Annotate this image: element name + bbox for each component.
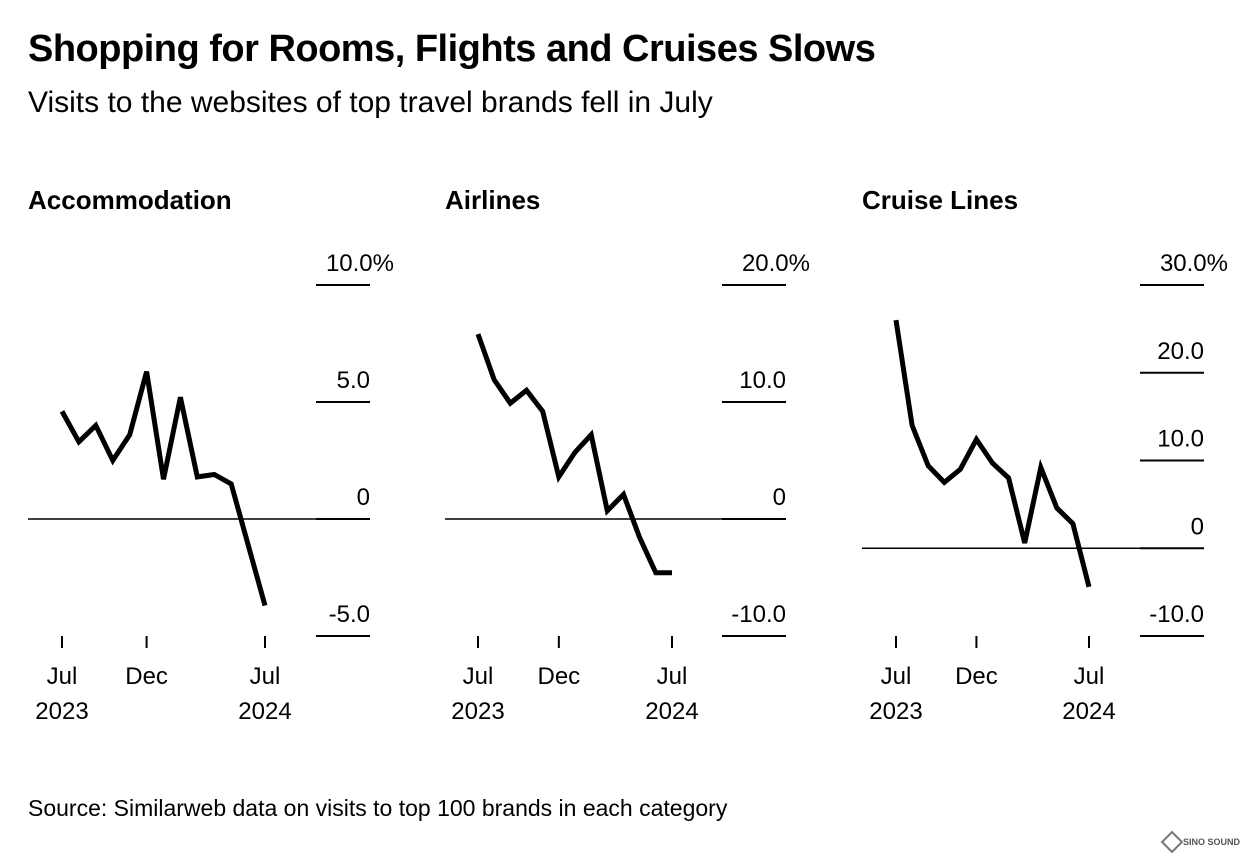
panel-title-cruise-lines: Cruise Lines (862, 185, 1018, 215)
x-tick-label: Dec (537, 663, 580, 690)
x-tick-label: Jul (463, 663, 494, 690)
panel-title-accommodation: Accommodation (28, 185, 232, 215)
x-tick-label: Jul (47, 663, 78, 690)
series-line-airlines (475, 333, 672, 576)
y-tick-label: -10.0 (1149, 601, 1204, 628)
x-tick-label: Jul (657, 663, 688, 690)
series-line-accommodation (59, 370, 268, 607)
x-tick-label: Jul (1074, 663, 1105, 690)
x-tick-label: Jul (881, 663, 912, 690)
panel-title-airlines: Airlines (445, 185, 540, 215)
y-tick-label: 0 (773, 484, 786, 511)
x-tick-label: Dec (955, 663, 998, 690)
x-tick-label: Dec (125, 663, 168, 690)
y-tick-label: 20.0 (1157, 338, 1204, 365)
x-tick-label: Jul (250, 663, 281, 690)
chart-subtitle: Visits to the websites of top travel bra… (28, 86, 713, 119)
x-tick-year-label: 2024 (645, 698, 698, 725)
y-tick-label: 5.0 (337, 367, 370, 394)
y-tick-label: 20.0% (742, 250, 810, 277)
watermark: SINO SOUND (1160, 830, 1240, 854)
y-tick-label: 30.0% (1160, 250, 1228, 277)
x-tick-year-label: 2023 (35, 698, 88, 725)
x-tick-year-label: 2024 (1062, 698, 1115, 725)
x-tick-year-label: 2023 (869, 698, 922, 725)
series-line-cruise-lines (893, 319, 1092, 588)
y-tick-label: 0 (1191, 513, 1204, 540)
y-tick-label: 0 (357, 484, 370, 511)
y-tick-label: 10.0% (326, 250, 394, 277)
panel-airlines: Airlines -10.0 0 10.0 20.0% Jul 2023 Dec Jul 2024 (445, 185, 810, 725)
y-tick-label: -10.0 (731, 601, 786, 628)
x-tick-year-label: 2024 (238, 698, 291, 725)
watermark-text: SINO SOUND (1182, 837, 1240, 847)
watermark-logo-icon (1160, 830, 1184, 854)
panel-cruise-lines: Cruise Lines -10.0 0 10.0 20.0 30.0% Jul 2023 De… (862, 185, 1228, 725)
source-note: Source: Similarweb data on visits to top… (28, 795, 728, 821)
panel-accommodation: Accommodation -5.0 0 5.0 10.0% Jul 2023 Dec Jul 2… (28, 185, 394, 725)
chart-title: Shopping for Rooms, Flights and Cruises … (28, 28, 876, 70)
y-tick-label: -5.0 (329, 601, 370, 628)
y-tick-label: 10.0 (739, 367, 786, 394)
x-tick-year-label: 2023 (451, 698, 504, 725)
y-tick-label: 10.0 (1157, 426, 1204, 453)
